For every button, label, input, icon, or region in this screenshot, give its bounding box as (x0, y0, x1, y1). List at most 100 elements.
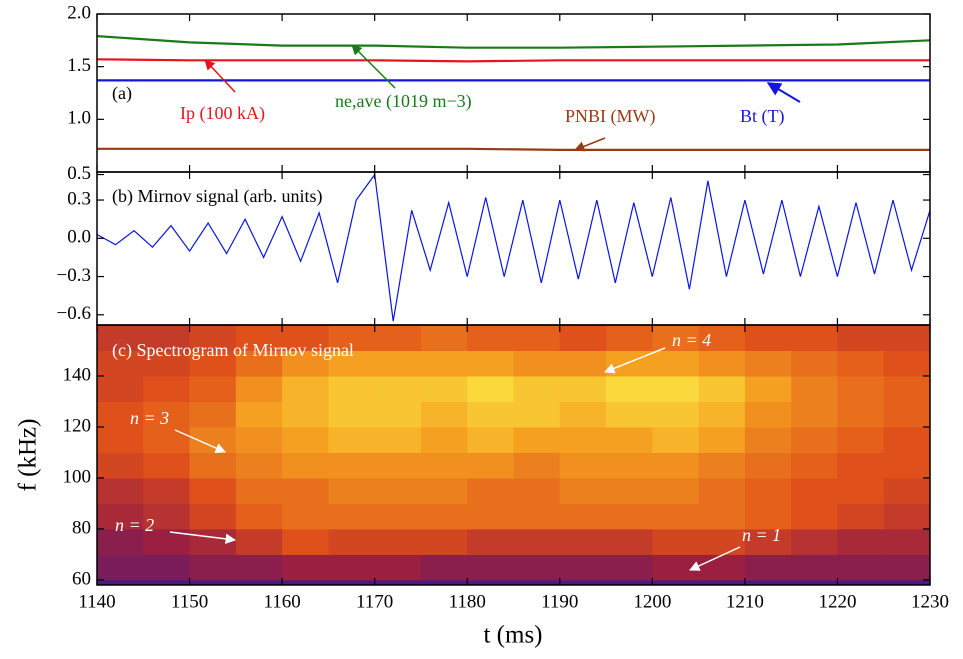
heatmap-cell (513, 375, 561, 402)
annotation: n = 1 (742, 525, 781, 545)
y-tick-label: −0.6 (57, 303, 91, 324)
heatmap-cell (791, 452, 838, 479)
heatmap-cell (97, 554, 144, 581)
heatmap-cell (235, 426, 283, 453)
heatmap-cell (189, 528, 237, 555)
heatmap-cell (189, 375, 237, 402)
heatmap-cell (97, 452, 144, 479)
heatmap-cell (652, 503, 700, 530)
heatmap-cell (235, 503, 283, 530)
line (97, 173, 930, 322)
x-tick-label: 1220 (818, 591, 856, 612)
heatmap-cell (143, 452, 191, 479)
y-tick-label: 2.0 (67, 2, 91, 23)
heatmap-cell (189, 401, 237, 428)
heatmap-cell (559, 528, 607, 555)
arrow (766, 82, 801, 103)
arrow (204, 59, 236, 93)
heatmap-cell (513, 528, 561, 555)
heatmap-cell (467, 503, 514, 530)
heatmap-cell (282, 350, 329, 377)
heatmap-cell (606, 528, 653, 555)
heatmap-cell (513, 350, 561, 377)
y-axis-label: f (kHz) (15, 419, 42, 492)
heatmap-cell (189, 350, 237, 377)
heatmap-cell (791, 401, 838, 428)
x-tick-label: 1170 (356, 591, 393, 612)
heatmap-cell (328, 426, 376, 453)
annotations: (a) (b) Mirnov signal (arb. units) (c) S… (15, 44, 801, 649)
x-tick-label: 1200 (633, 591, 671, 612)
heatmap-cell (235, 350, 283, 377)
heatmap-cell (467, 554, 514, 581)
heatmap-cell (282, 325, 329, 351)
heatmap-cell (652, 554, 700, 581)
x-tick-label: 1150 (171, 591, 208, 612)
heatmap-cell (606, 426, 653, 453)
heatmap-cell (698, 426, 746, 453)
heatmap-cell (883, 426, 931, 453)
heatmap-cell (328, 350, 376, 377)
heatmap-cell (282, 452, 329, 479)
arrow (351, 44, 396, 89)
heatmap-cell (282, 528, 329, 555)
heatmap-cell (559, 503, 607, 530)
heatmap-cell (235, 375, 283, 402)
line (97, 58, 930, 63)
line (97, 35, 930, 49)
heatmap-cell (652, 426, 700, 453)
heatmap-cell (189, 477, 237, 504)
heatmap-cell (97, 528, 144, 555)
y-tick-label: 140 (63, 364, 92, 385)
heatmap-cell (513, 503, 561, 530)
heatmap-cell (235, 477, 283, 504)
heatmap-cell (328, 401, 376, 428)
heatmap-cell (374, 375, 422, 402)
heatmap-cell (467, 401, 514, 428)
heatmap-cell (420, 503, 468, 530)
heatmap-cell (652, 350, 700, 377)
heatmap-cell (791, 325, 838, 351)
heatmap-cell (374, 477, 422, 504)
arrow (174, 429, 226, 453)
heatmap-cell (837, 503, 885, 530)
heatmap-cell (652, 528, 700, 555)
heatmap-cell (467, 452, 514, 479)
line (97, 147, 930, 151)
heatmap-cell (143, 325, 191, 351)
heatmap-cell (143, 426, 191, 453)
heatmap-cell (883, 452, 931, 479)
heatmap-cell (791, 426, 838, 453)
heatmap-cell (698, 554, 746, 581)
y-tick-label: 0.3 (67, 188, 91, 209)
heatmap-cell (513, 426, 561, 453)
heatmap-cell (282, 477, 329, 504)
heatmap-cell (744, 350, 792, 377)
heatmap-cell (282, 375, 329, 402)
heatmap-cell (606, 503, 653, 530)
heatmap-cell (328, 503, 376, 530)
heatmap-cell (883, 503, 931, 530)
heatmap-cell (189, 452, 237, 479)
heatmap-cell (698, 350, 746, 377)
heatmap-cell (235, 554, 283, 581)
heatmap-cell (467, 325, 514, 351)
arrow (604, 347, 666, 374)
heatmap-cell (328, 325, 376, 351)
heatmap-cell (791, 503, 838, 530)
heatmap-cell (143, 477, 191, 504)
y-tick-label: 80 (72, 517, 91, 538)
heatmap-cell (883, 375, 931, 402)
heatmap-cell (559, 350, 607, 377)
heatmap-cell (744, 503, 792, 530)
frame (96, 324, 931, 586)
heatmap-cell (143, 375, 191, 402)
heatmap-cell (883, 401, 931, 428)
heatmap-cell (420, 426, 468, 453)
heatmap-cell (420, 452, 468, 479)
heatmap-cell (791, 477, 838, 504)
heatmap-cell (559, 477, 607, 504)
heatmap-cell (606, 554, 653, 581)
heatmap-cell (143, 401, 191, 428)
